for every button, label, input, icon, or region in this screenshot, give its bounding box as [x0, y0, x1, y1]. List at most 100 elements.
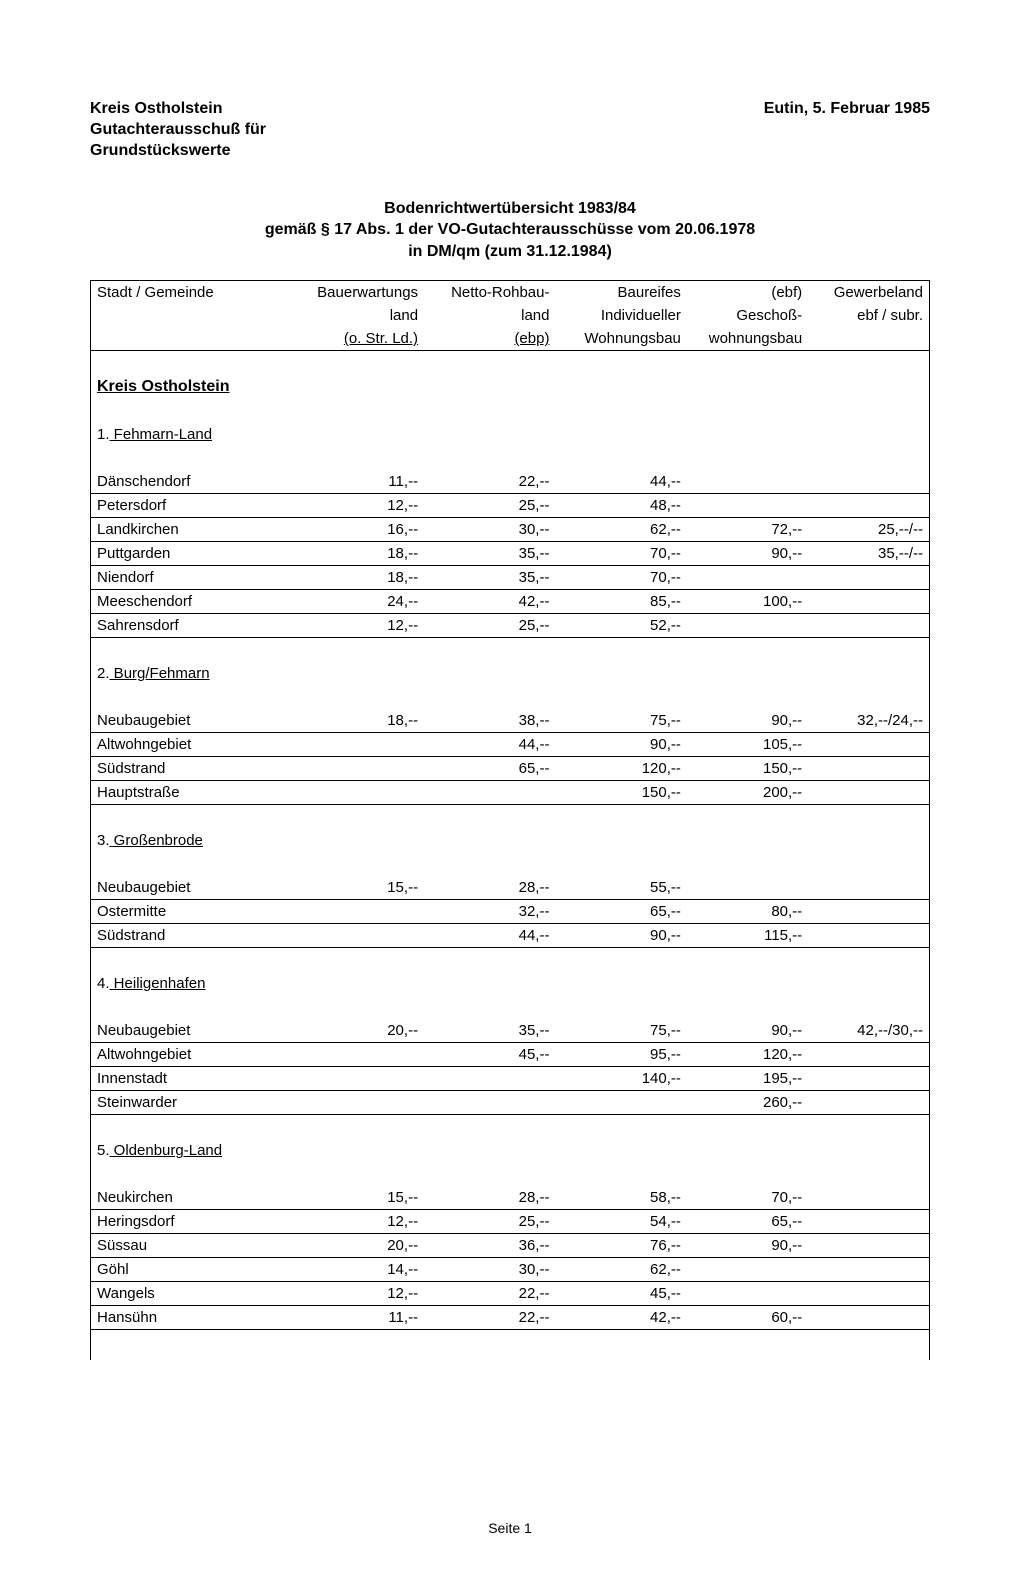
cell-value: 58,--: [555, 1186, 686, 1210]
table-header-row-2: land land Individueller Geschoß- ebf / s…: [91, 304, 930, 327]
hdr-c3-l1: Netto-Rohbau-: [424, 281, 555, 305]
section-number: 3.: [97, 832, 110, 849]
cell-value: 85,--: [555, 590, 686, 614]
cell-value: 65,--: [424, 757, 555, 781]
row-name: Südstrand: [91, 757, 293, 781]
cell-value: [687, 494, 808, 518]
table-row: Sahrensdorf12,--25,--52,--: [91, 614, 930, 638]
title-line2: gemäß § 17 Abs. 1 der VO-Gutachteraussch…: [90, 219, 930, 241]
cell-value: 12,--: [293, 494, 424, 518]
cell-value: 115,--: [687, 924, 808, 948]
row-name: Altwohngebiet: [91, 1043, 293, 1067]
richtwert-table: Stadt / Gemeinde Bauerwartungs Netto-Roh…: [90, 280, 930, 1360]
row-name: Hauptstraße: [91, 781, 293, 805]
cell-value: 120,--: [687, 1043, 808, 1067]
cell-value: 22,--: [424, 1282, 555, 1306]
cell-value: 195,--: [687, 1067, 808, 1091]
cell-value: 38,--: [424, 709, 555, 733]
cell-value: 42,--: [424, 590, 555, 614]
table-header-row-1: Stadt / Gemeinde Bauerwartungs Netto-Roh…: [91, 281, 930, 305]
cell-value: [808, 470, 929, 494]
section-title: Burg/Fehmarn: [110, 665, 210, 682]
cell-value: [293, 757, 424, 781]
section-title: Großenbrode: [110, 832, 203, 849]
cell-value: 15,--: [293, 1186, 424, 1210]
hdr-c3-l3: (ebp): [424, 327, 555, 351]
cell-value: [808, 876, 929, 900]
section-number: 4.: [97, 975, 110, 992]
cell-value: 32,--: [424, 900, 555, 924]
cell-value: [687, 1282, 808, 1306]
cell-value: 260,--: [687, 1091, 808, 1115]
cell-value: 44,--: [424, 733, 555, 757]
cell-value: 52,--: [555, 614, 686, 638]
table-row: Dänschendorf11,--22,--44,--: [91, 470, 930, 494]
row-name: Meeschendorf: [91, 590, 293, 614]
kreis-heading-row: Kreis Ostholstein: [91, 375, 930, 399]
table-row: Neubaugebiet20,--35,--75,--90,--42,--/30…: [91, 1019, 930, 1043]
cell-value: 14,--: [293, 1258, 424, 1282]
cell-value: 35,--: [424, 566, 555, 590]
trailing-space-row: [91, 1330, 930, 1361]
cell-value: 90,--: [687, 709, 808, 733]
table-row: Petersdorf12,--25,--48,--: [91, 494, 930, 518]
table-row: Heringsdorf12,--25,--54,--65,--: [91, 1210, 930, 1234]
cell-value: 45,--: [424, 1043, 555, 1067]
cell-value: [687, 876, 808, 900]
row-name: Innenstadt: [91, 1067, 293, 1091]
cell-value: [293, 1043, 424, 1067]
hdr-c1-l1: Stadt / Gemeinde: [91, 281, 293, 305]
hdr-c5-l3-text: wohnungsbau: [709, 330, 802, 347]
spacer-row: [91, 399, 930, 423]
cell-value: 65,--: [555, 900, 686, 924]
table-row: Neubaugebiet15,--28,--55,--: [91, 876, 930, 900]
cell-value: 22,--: [424, 1306, 555, 1330]
row-name: Südstrand: [91, 924, 293, 948]
kreis-heading: Kreis Ostholstein: [97, 378, 229, 395]
page-footer: Seite 1: [90, 1520, 930, 1536]
hdr-c4-l2: Individueller: [555, 304, 686, 327]
cell-value: 11,--: [293, 1306, 424, 1330]
cell-value: 35,--: [424, 1019, 555, 1043]
cell-value: [424, 1067, 555, 1091]
page: Kreis Ostholstein Eutin, 5. Februar 1985…: [0, 0, 1020, 1576]
cell-value: 42,--: [555, 1306, 686, 1330]
hdr-c3-l3-text: (ebp): [514, 330, 549, 347]
section-title-row: 2. Burg/Fehmarn: [91, 662, 930, 685]
cell-value: [293, 733, 424, 757]
table-row: Landkirchen16,--30,--62,--72,--25,--/--: [91, 518, 930, 542]
cell-value: 11,--: [293, 470, 424, 494]
cell-value: [808, 1043, 929, 1067]
cell-value: [808, 494, 929, 518]
cell-value: 32,--/24,--: [808, 709, 929, 733]
section-title: Heiligenhafen: [110, 975, 206, 992]
cell-value: 90,--: [555, 924, 686, 948]
row-name: Landkirchen: [91, 518, 293, 542]
cell-value: 62,--: [555, 518, 686, 542]
cell-value: 75,--: [555, 1019, 686, 1043]
cell-value: 65,--: [687, 1210, 808, 1234]
spacer-row: [91, 685, 930, 709]
cell-value: 22,--: [424, 470, 555, 494]
cell-value: 20,--: [293, 1234, 424, 1258]
cell-value: 25,--: [424, 494, 555, 518]
section-number: 2.: [97, 665, 110, 682]
authority-line1: Kreis Ostholstein: [90, 100, 222, 118]
authority-line2: Gutachterausschuß für: [90, 120, 930, 141]
row-name: Wangels: [91, 1282, 293, 1306]
hdr-c5-l2: Geschoß-: [687, 304, 808, 327]
hdr-c6-l2: ebf / subr.: [808, 304, 929, 327]
hdr-c6-l3: [808, 327, 929, 351]
cell-value: 25,--: [424, 614, 555, 638]
cell-value: 35,--/--: [808, 542, 929, 566]
cell-value: 18,--: [293, 709, 424, 733]
spacer-row: [91, 1162, 930, 1186]
cell-value: [808, 1091, 929, 1115]
spacer-row: [91, 446, 930, 470]
table-row: Steinwarder 260,--: [91, 1091, 930, 1115]
cell-value: 150,--: [555, 781, 686, 805]
cell-value: [808, 1282, 929, 1306]
row-name: Steinwarder: [91, 1091, 293, 1115]
cell-value: 90,--: [687, 1234, 808, 1258]
table-row: Altwohngebiet45,--95,--120,--: [91, 1043, 930, 1067]
